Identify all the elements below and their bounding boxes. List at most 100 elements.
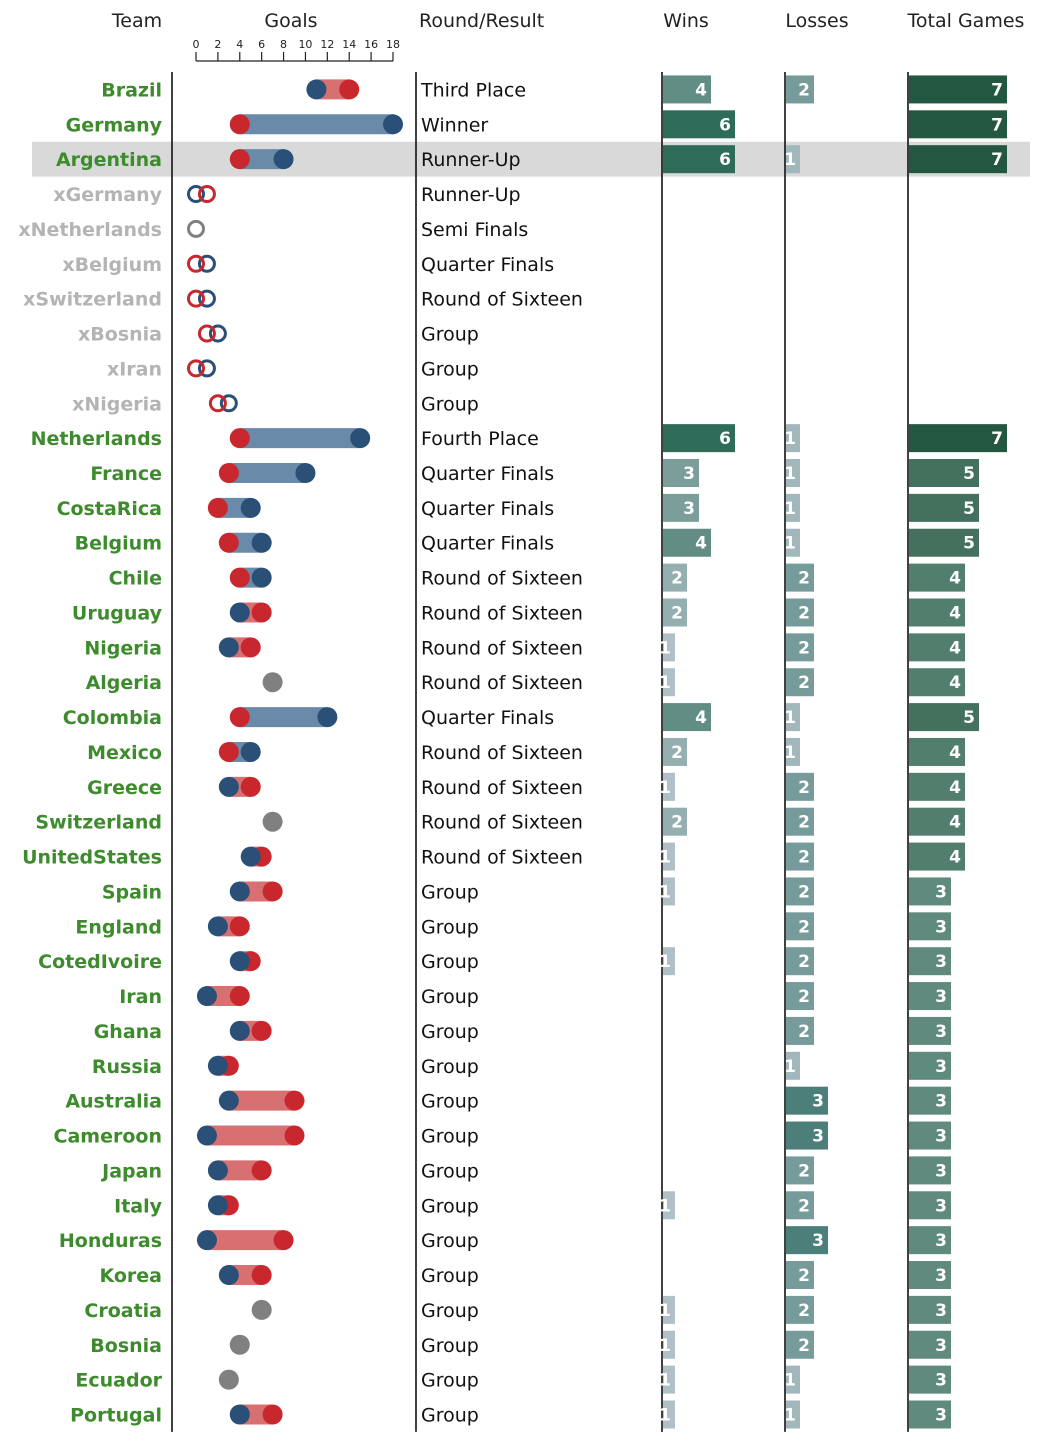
team-label: Japan bbox=[100, 1160, 162, 1182]
losses-bar-label: 1 bbox=[784, 1371, 796, 1391]
losses-bar-label: 2 bbox=[798, 917, 810, 937]
table-row: Belgium Quarter Finals 4 1 5 bbox=[75, 528, 979, 557]
team-label: Mexico bbox=[87, 742, 162, 764]
round-result: Group bbox=[421, 916, 479, 938]
total-games-bar-label: 5 bbox=[963, 464, 975, 484]
wins-bar-label: 3 bbox=[683, 499, 695, 519]
total-games-bar-label: 5 bbox=[963, 708, 975, 728]
losses-bar-label: 1 bbox=[784, 429, 796, 449]
wins-bar bbox=[663, 110, 735, 139]
losses-bar-label: 2 bbox=[798, 882, 810, 902]
total-games-bar-label: 7 bbox=[991, 115, 1003, 135]
round-result: Group bbox=[421, 1126, 479, 1148]
total-games-bar-label: 3 bbox=[935, 987, 947, 1007]
losses-bar bbox=[786, 737, 800, 766]
round-result: Quarter Finals bbox=[421, 498, 554, 520]
losses-bar-label: 3 bbox=[812, 1127, 824, 1147]
losses-bar bbox=[786, 75, 814, 104]
losses-bar-label: 2 bbox=[798, 673, 810, 693]
goals-scored-dot bbox=[218, 1090, 239, 1111]
team-label: Italy bbox=[114, 1195, 162, 1217]
goals-conceded-dot bbox=[262, 1404, 283, 1425]
wins-bar bbox=[663, 668, 675, 697]
goals-conceded-dot bbox=[262, 881, 283, 902]
wins-bar bbox=[663, 1191, 675, 1220]
header-round: Round/Result bbox=[419, 10, 544, 32]
losses-bar-label: 2 bbox=[798, 848, 810, 868]
losses-bar bbox=[786, 145, 800, 174]
goals-scored-dot bbox=[207, 1055, 228, 1076]
round-result: Group bbox=[421, 1091, 479, 1113]
losses-bar-label: 1 bbox=[784, 1405, 796, 1425]
table-row: Mexico Round of Sixteen 2 1 4 bbox=[87, 737, 965, 766]
wins-bar-label: 1 bbox=[659, 882, 671, 902]
team-label: xNetherlands bbox=[18, 219, 162, 241]
table-row: Spain Group 1 2 3 bbox=[102, 877, 951, 906]
goals-axis-tick-label: 12 bbox=[320, 38, 334, 51]
losses-bar-label: 1 bbox=[784, 534, 796, 554]
goals-conceded-dot bbox=[218, 741, 239, 762]
losses-bar bbox=[786, 1016, 814, 1045]
losses-bar bbox=[786, 1086, 828, 1115]
team-label: England bbox=[75, 916, 162, 938]
team-label: Chile bbox=[109, 568, 162, 590]
wins-bar bbox=[663, 772, 675, 801]
table-row: Japan Group 2 3 bbox=[100, 1156, 951, 1185]
goals-equal-dot bbox=[218, 1369, 239, 1390]
goals-scored-ring bbox=[187, 185, 205, 204]
losses-bar-label: 2 bbox=[798, 569, 810, 589]
column-dividers bbox=[171, 72, 909, 1432]
goals-conceded-dot bbox=[229, 916, 250, 937]
losses-bar bbox=[786, 772, 814, 801]
team-label: xNigeria bbox=[72, 393, 162, 415]
total-games-bar bbox=[909, 842, 965, 871]
losses-bar bbox=[786, 842, 814, 871]
header-wins: Wins bbox=[663, 10, 709, 32]
wins-bar bbox=[663, 842, 675, 871]
round-result: Group bbox=[421, 1021, 479, 1043]
wins-bar-label: 1 bbox=[659, 1371, 671, 1391]
team-label: Honduras bbox=[59, 1230, 162, 1252]
losses-bar bbox=[786, 1121, 828, 1150]
goals-conceded-ring bbox=[197, 324, 216, 343]
table-row: CostaRica Quarter Finals 3 1 5 bbox=[57, 493, 979, 522]
team-label: Belgium bbox=[75, 533, 162, 555]
total-games-bar bbox=[909, 110, 1007, 139]
losses-bar bbox=[786, 1400, 800, 1429]
total-games-bar-label: 3 bbox=[935, 1336, 947, 1356]
team-label: Spain bbox=[102, 881, 162, 903]
losses-bar bbox=[786, 947, 814, 976]
wins-bar-label: 1 bbox=[659, 778, 671, 798]
total-games-bar-label: 3 bbox=[935, 917, 947, 937]
table-row: Ecuador Group 1 1 3 bbox=[75, 1365, 951, 1394]
losses-bar bbox=[786, 807, 814, 836]
goals-scored-dot bbox=[383, 114, 403, 135]
wins-bar-label: 1 bbox=[659, 638, 671, 658]
goals-axis-tick-label: 2 bbox=[214, 38, 221, 51]
round-result: Round of Sixteen bbox=[421, 777, 583, 799]
goals-scored-dot bbox=[306, 79, 327, 100]
goals-conceded-dot bbox=[229, 986, 250, 1007]
table-row: Australia Group 3 3 bbox=[65, 1086, 951, 1115]
round-result: Semi Finals bbox=[421, 219, 528, 241]
losses-bar bbox=[786, 1330, 814, 1359]
round-result: Group bbox=[421, 393, 479, 415]
goals-conceded-ring bbox=[187, 289, 205, 308]
total-games-bar bbox=[909, 145, 1007, 174]
goals-conceded-dot bbox=[229, 149, 250, 170]
round-result: Round of Sixteen bbox=[421, 568, 583, 590]
round-result: Round of Sixteen bbox=[421, 847, 583, 869]
round-result: Round of Sixteen bbox=[421, 289, 583, 311]
wins-bar-label: 1 bbox=[659, 952, 671, 972]
goals-axis-tick-label: 8 bbox=[280, 38, 287, 51]
row-highlight bbox=[32, 141, 1030, 177]
round-result: Group bbox=[421, 1300, 479, 1322]
goals-scored-dot bbox=[196, 1230, 217, 1251]
goals-conceded-dot bbox=[240, 776, 261, 797]
goals-scored-dot bbox=[207, 1160, 228, 1181]
team-label: xBosnia bbox=[78, 324, 162, 346]
wins-bar-label: 6 bbox=[719, 429, 731, 449]
wins-bar-label: 4 bbox=[695, 708, 707, 728]
team-label: Algeria bbox=[86, 672, 162, 694]
total-games-bar-label: 5 bbox=[963, 499, 975, 519]
